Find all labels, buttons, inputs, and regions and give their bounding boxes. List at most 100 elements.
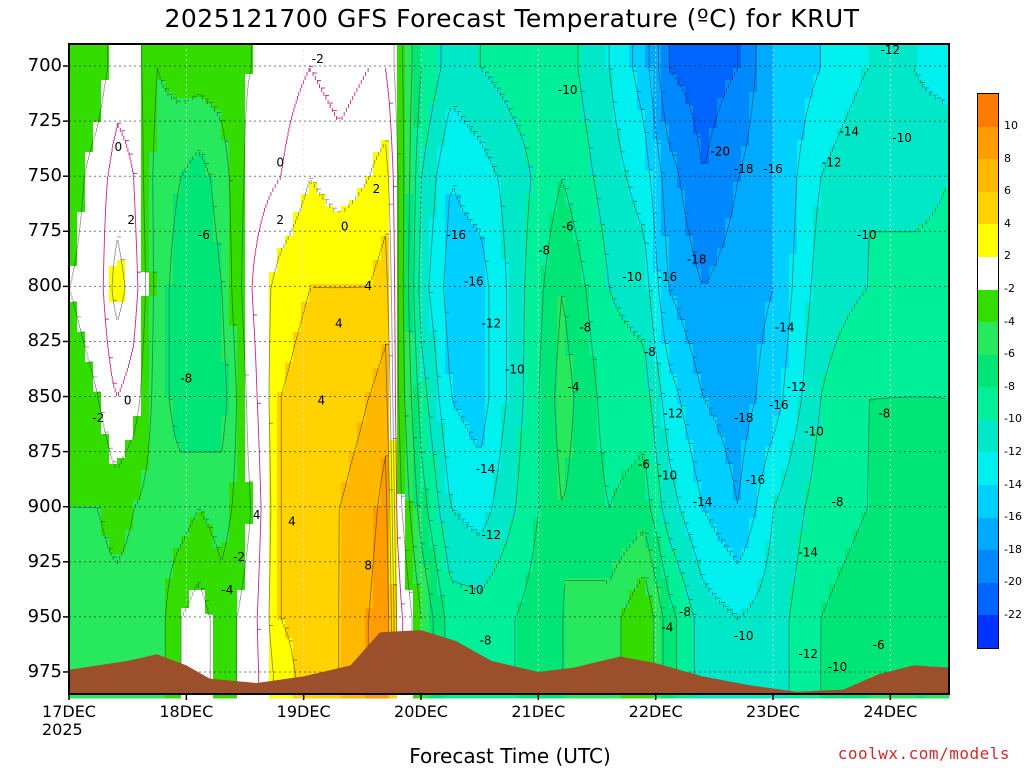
temperature-cell (69, 110, 78, 117)
temperature-cell (429, 380, 438, 387)
temperature-cell (261, 224, 270, 231)
temperature-cell (341, 350, 350, 357)
temperature-cell (261, 140, 270, 147)
temperature-cell (253, 260, 262, 267)
temperature-cell (237, 500, 246, 507)
temperature-cell (189, 488, 198, 495)
temperature-cell (125, 476, 134, 483)
temperature-cell (341, 176, 350, 183)
temperature-cell (149, 482, 158, 489)
temperature-cell (285, 56, 294, 63)
temperature-cell (381, 260, 390, 267)
temperature-cell (197, 116, 206, 123)
temperature-cell (357, 566, 366, 573)
temperature-cell (301, 560, 310, 567)
temperature-cell (317, 440, 326, 447)
temperature-cell (125, 560, 134, 567)
temperature-cell (277, 194, 286, 201)
temperature-cell (101, 434, 110, 441)
temperature-cell (245, 494, 254, 501)
temperature-cell (357, 482, 366, 489)
temperature-cell (221, 146, 230, 153)
temperature-cell (189, 590, 198, 597)
temperature-cell (165, 74, 174, 81)
temperature-cell (125, 116, 134, 123)
temperature-cell (421, 56, 430, 63)
temperature-cell (301, 650, 310, 657)
temperature-cell (149, 254, 158, 261)
temperature-cell (349, 140, 358, 147)
temperature-cell (141, 284, 150, 291)
temperature-cell (325, 662, 334, 669)
temperature-cell (181, 392, 190, 399)
temperature-cell (125, 644, 134, 651)
temperature-cell (173, 416, 182, 423)
temperature-cell (421, 416, 430, 423)
temperature-cell (117, 614, 126, 621)
temperature-cell (389, 44, 398, 51)
temperature-cell (197, 44, 206, 51)
temperature-cell (365, 626, 374, 633)
temperature-cell (429, 512, 438, 519)
temperature-cell (405, 152, 414, 159)
temperature-cell (333, 212, 342, 219)
temperature-cell (413, 242, 422, 249)
temperature-cell (93, 650, 102, 657)
temperature-cell (213, 464, 222, 471)
temperature-cell (389, 596, 398, 603)
temperature-cell (157, 110, 166, 117)
temperature-cell (277, 578, 286, 585)
temperature-cell (205, 692, 214, 699)
temperature-cell (413, 62, 422, 69)
temperature-cell (189, 248, 198, 255)
temperature-cell (237, 266, 246, 273)
temperature-cell (349, 80, 358, 87)
temperature-cell (157, 410, 166, 417)
temperature-cell (261, 560, 270, 567)
temperature-cell (261, 134, 270, 141)
temperature-cell (381, 548, 390, 555)
temperature-cell (301, 140, 310, 147)
temperature-cell (269, 98, 278, 105)
temperature-cell (173, 410, 182, 417)
temperature-cell (301, 416, 310, 423)
temperature-cell (349, 500, 358, 507)
temperature-cell (197, 98, 206, 105)
temperature-cell (221, 158, 230, 165)
temperature-cell (197, 422, 206, 429)
temperature-cell (293, 434, 302, 441)
temperature-cell (197, 614, 206, 621)
temperature-cell (429, 584, 438, 591)
temperature-cell (213, 182, 222, 189)
temperature-cell (365, 104, 374, 111)
temperature-cell (173, 392, 182, 399)
temperature-cell (317, 428, 326, 435)
temperature-cell (293, 212, 302, 219)
temperature-cell (165, 476, 174, 483)
temperature-cell (157, 176, 166, 183)
temperature-cell (69, 188, 78, 195)
temperature-cell (325, 260, 334, 267)
temperature-cell (77, 584, 86, 591)
temperature-cell (405, 434, 414, 441)
temperature-cell (421, 104, 430, 111)
temperature-cell (381, 350, 390, 357)
temperature-cell (149, 188, 158, 195)
temperature-cell (101, 542, 110, 549)
temperature-cell (133, 236, 142, 243)
temperature-cell (333, 110, 342, 117)
temperature-cell (173, 434, 182, 441)
temperature-cell (333, 68, 342, 75)
temperature-cell (93, 308, 102, 315)
temperature-cell (197, 662, 206, 669)
temperature-cell (317, 62, 326, 69)
temperature-cell (173, 56, 182, 63)
temperature-cell (301, 224, 310, 231)
temperature-cell (109, 554, 118, 561)
temperature-cell (301, 620, 310, 627)
temperature-cell (293, 332, 302, 339)
temperature-cell (205, 146, 214, 153)
temperature-cell (405, 98, 414, 105)
temperature-cell (381, 422, 390, 429)
